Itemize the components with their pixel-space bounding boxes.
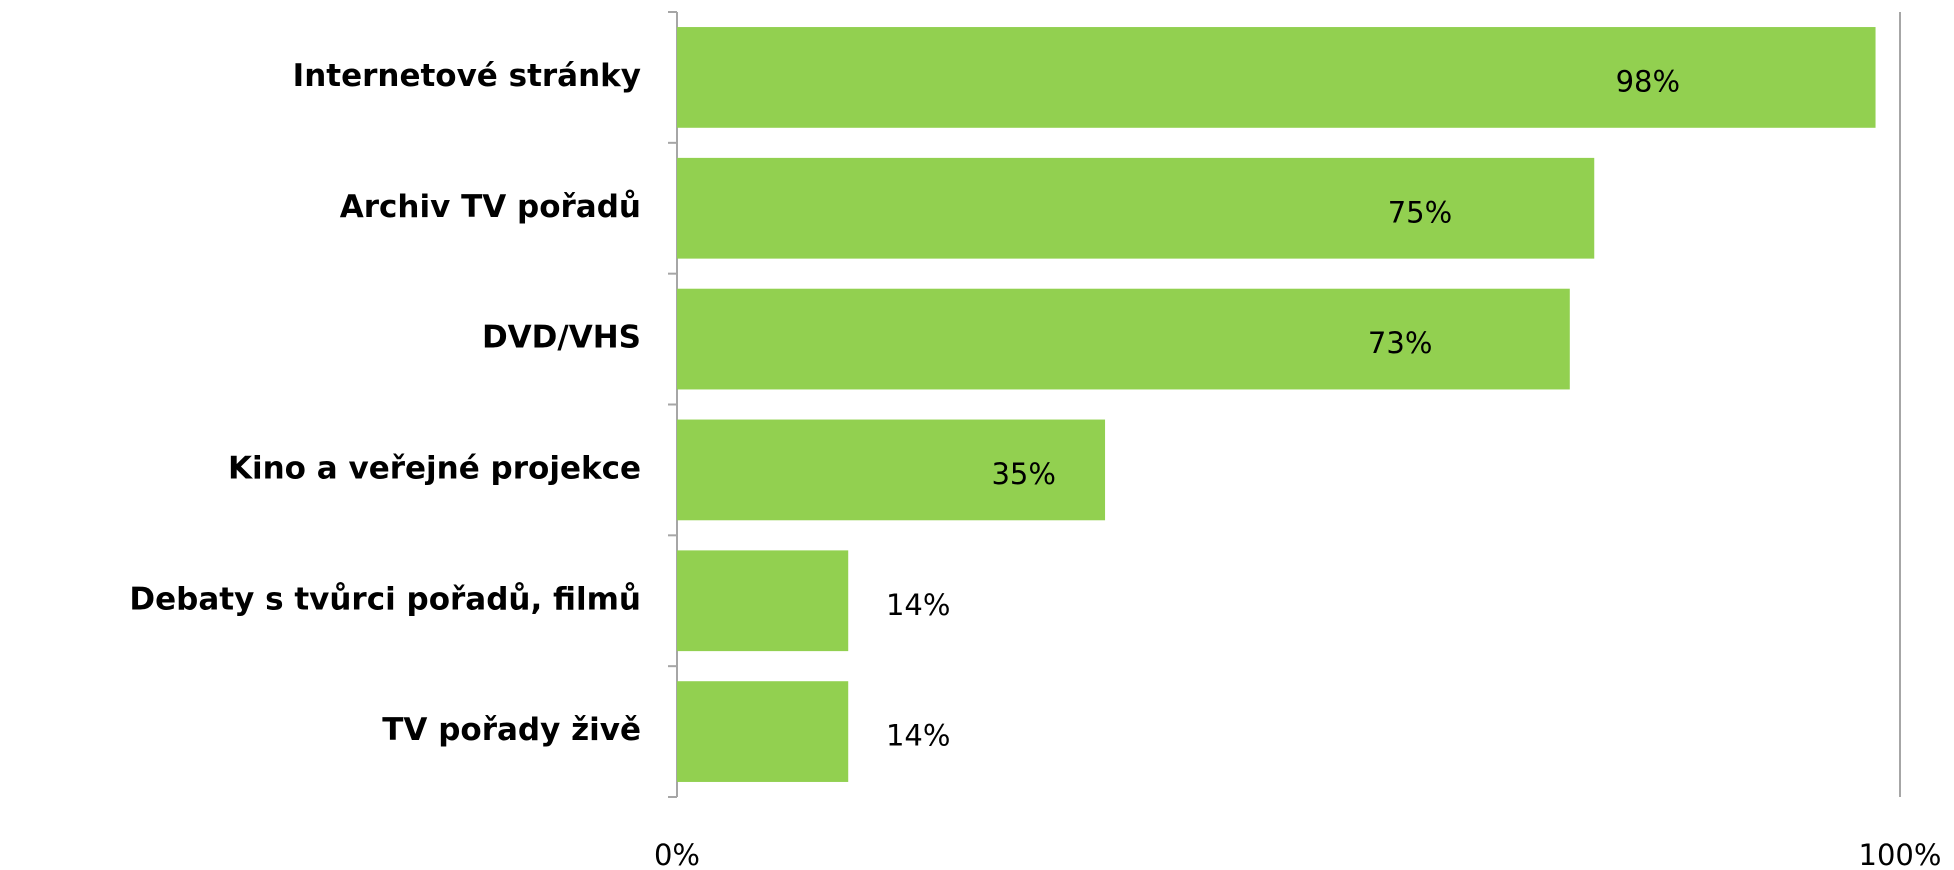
- category-label: Kino a veřejné projekce: [228, 450, 641, 486]
- value-label: 75%: [1388, 195, 1452, 229]
- bar: [677, 419, 1106, 521]
- category-label: TV pořady živě: [382, 712, 641, 748]
- value-label: 14%: [886, 719, 950, 753]
- value-label: 35%: [991, 457, 1055, 491]
- value-label: 14%: [886, 588, 950, 622]
- category-label: Debaty s tvůrci pořadů, filmů: [129, 581, 641, 617]
- bar: [677, 550, 849, 652]
- bar: [677, 157, 1595, 259]
- x-tick-label: 0%: [654, 838, 700, 870]
- value-label: 98%: [1616, 64, 1680, 98]
- bar: [677, 288, 1570, 390]
- category-label: Archiv TV pořadů: [340, 189, 641, 225]
- x-tick-label: 100%: [1859, 838, 1942, 870]
- category-label: Internetové stránky: [293, 58, 641, 94]
- value-label: 73%: [1368, 326, 1432, 360]
- bar: [677, 27, 1876, 128]
- category-label: DVD/VHS: [482, 320, 641, 356]
- bar: [677, 681, 849, 782]
